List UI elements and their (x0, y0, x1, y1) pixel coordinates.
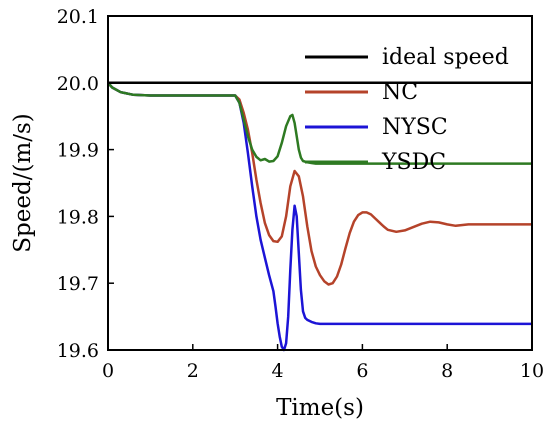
x-tick-label: 4 (272, 360, 284, 382)
y-tick-label: 19.9 (57, 140, 99, 162)
legend-label-nc: NC (382, 80, 418, 105)
legend-label-nysc: NYSC (382, 115, 448, 140)
x-axis-title: Time(s) (276, 395, 364, 421)
y-tick-label: 20.1 (57, 6, 99, 28)
legend: ideal speed NC NYSC YSDC (305, 45, 509, 175)
plot-area-frame (107, 15, 533, 351)
legend-label-ideal-speed: ideal speed (382, 45, 509, 70)
y-tick-label: 19.7 (57, 273, 99, 295)
y-tick-label: 20.0 (57, 73, 99, 95)
x-tick-label: 10 (520, 360, 544, 382)
y-tick-label: 19.8 (57, 206, 99, 228)
y-tick-label: 19.6 (57, 340, 99, 362)
x-tick-label: 2 (187, 360, 199, 382)
series-line-ysdc (107, 81, 532, 165)
x-tick-label: 6 (356, 360, 368, 382)
y-axis-title: Speed/(m/s) (10, 113, 36, 252)
legend-label-ysdc: YSDC (381, 150, 446, 175)
series-layer (107, 81, 532, 352)
x-tick-label: 0 (102, 360, 114, 382)
series-line-nc (107, 81, 532, 286)
series-line-nysc (107, 81, 532, 352)
tick-layer: 0 2 4 6 8 10 19.6 19.7 19.8 19.9 20.0 20.1 (57, 6, 544, 382)
x-tick-label: 8 (441, 360, 453, 382)
